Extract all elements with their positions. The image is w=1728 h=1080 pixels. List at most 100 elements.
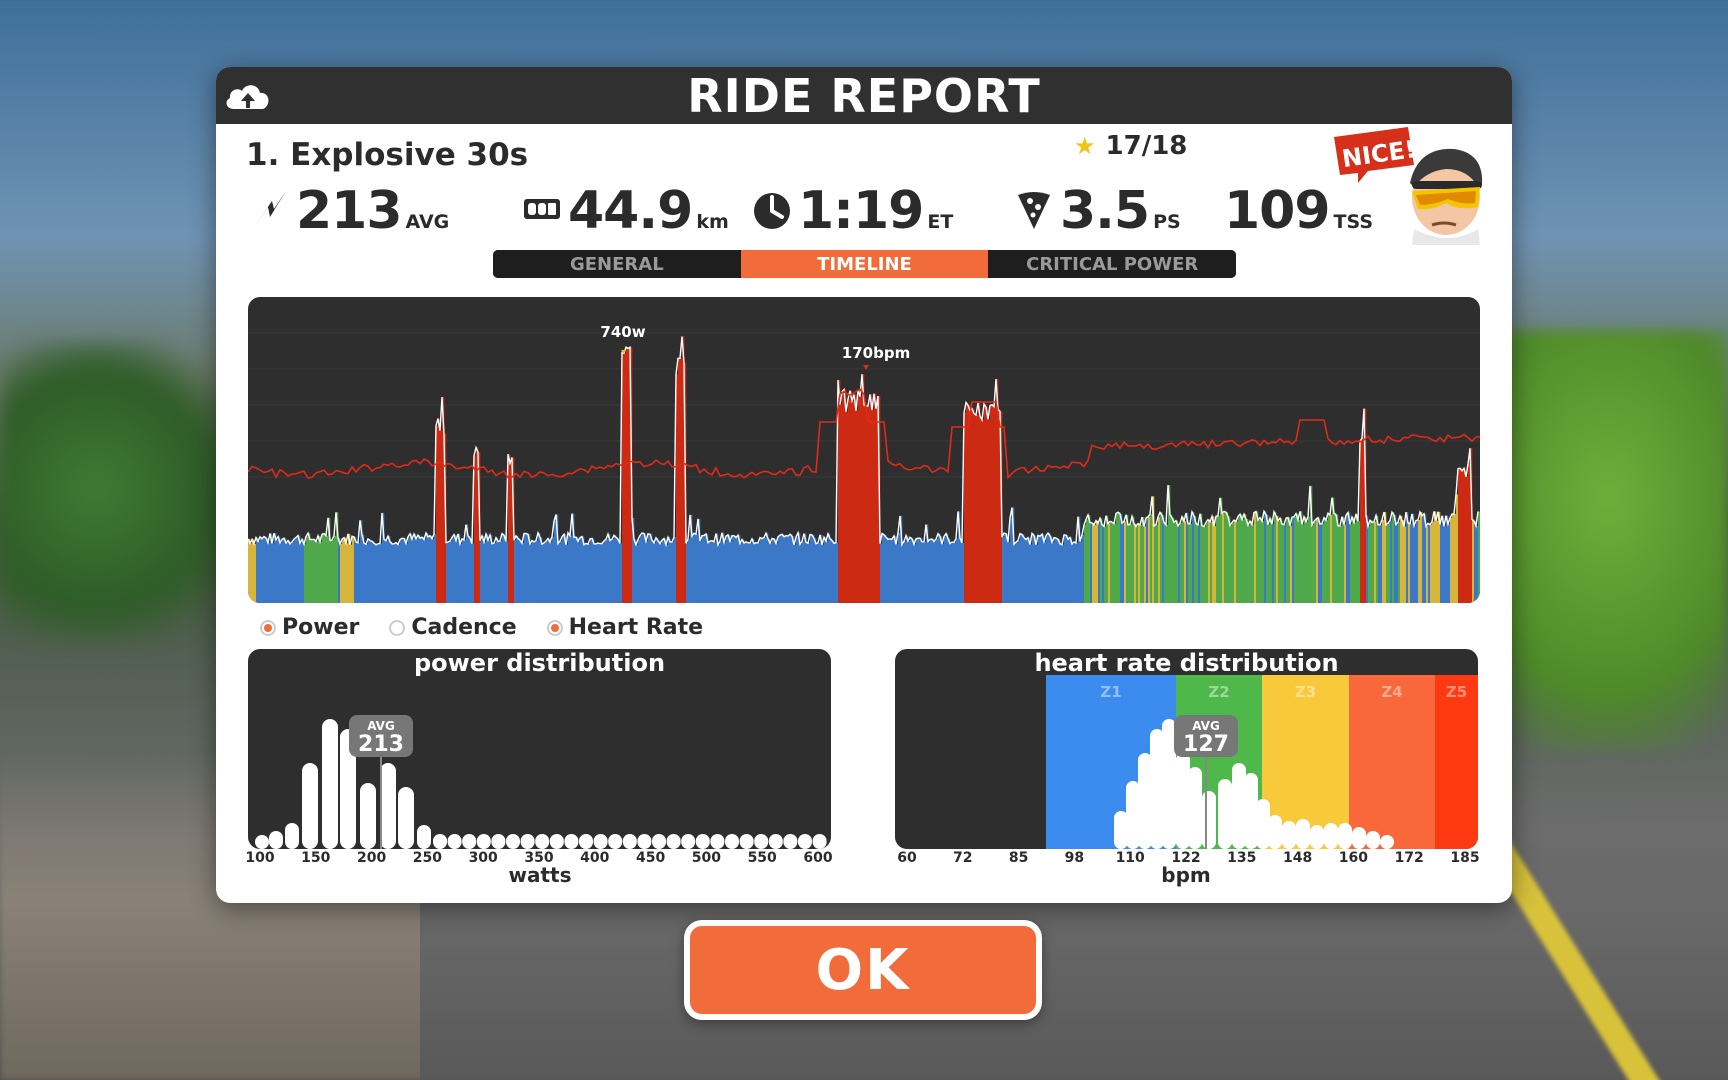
axis-tick: 250 bbox=[412, 850, 443, 866]
power-bar bbox=[1248, 525, 1251, 603]
power-bar bbox=[986, 407, 989, 603]
power-bar bbox=[304, 544, 307, 603]
power-bar bbox=[520, 540, 523, 603]
legend-heart-rate[interactable]: Heart Rate bbox=[546, 615, 703, 640]
power-bar bbox=[1282, 524, 1285, 603]
power-bar bbox=[1270, 518, 1273, 603]
power-bar bbox=[1284, 524, 1287, 603]
power-bar bbox=[428, 536, 431, 603]
power-bar bbox=[1002, 537, 1005, 603]
distribution-bar bbox=[1202, 791, 1216, 849]
power-bar bbox=[1004, 533, 1007, 603]
legend-power[interactable]: Power bbox=[260, 615, 359, 640]
power-bar bbox=[864, 405, 867, 603]
power-bar bbox=[1262, 521, 1265, 603]
axis-tick: 500 bbox=[691, 850, 722, 866]
chart-title: heart rate distribution bbox=[1034, 649, 1339, 677]
power-bar bbox=[680, 358, 683, 603]
stat-pizza-slices: 3.5 PS bbox=[1014, 175, 1181, 239]
power-toggle-radio[interactable] bbox=[260, 619, 276, 636]
power-bar bbox=[676, 374, 679, 603]
power-bar bbox=[396, 542, 399, 603]
power-bar bbox=[362, 534, 365, 603]
stat-unit: TSS bbox=[1333, 211, 1374, 233]
distribution-bar bbox=[1324, 823, 1338, 849]
power-bar bbox=[562, 536, 565, 603]
power-bar bbox=[1378, 524, 1381, 603]
tab-general[interactable]: GENERAL bbox=[493, 250, 741, 278]
power-bar bbox=[584, 544, 587, 603]
heart-rate-line bbox=[248, 388, 1480, 480]
axis-tick: 60 bbox=[897, 850, 917, 866]
power-bar bbox=[1474, 521, 1477, 603]
power-bar bbox=[740, 543, 743, 603]
power-bar bbox=[966, 402, 969, 603]
distribution-bar bbox=[1366, 831, 1380, 849]
distribution-bar bbox=[1150, 729, 1164, 849]
power-bar bbox=[1370, 520, 1373, 603]
heart-rate-toggle-radio[interactable] bbox=[546, 619, 563, 636]
power-bar bbox=[582, 536, 585, 603]
cadence-toggle-radio[interactable] bbox=[389, 619, 406, 636]
power-bar bbox=[1170, 514, 1173, 603]
hr-zone-band bbox=[1349, 675, 1435, 849]
ok-button[interactable]: OK bbox=[684, 920, 1042, 1020]
power-bar bbox=[758, 542, 761, 603]
power-bar bbox=[1366, 515, 1369, 603]
power-bar bbox=[1314, 521, 1317, 603]
rider-avatar-badge: NICE! bbox=[1334, 127, 1483, 245]
cloud-upload-icon[interactable] bbox=[222, 77, 274, 117]
power-bar bbox=[978, 403, 981, 603]
power-bar bbox=[492, 543, 495, 603]
legend-cadence[interactable]: Cadence bbox=[389, 615, 517, 640]
power-bar bbox=[1174, 522, 1177, 603]
chart-title: power distribution bbox=[413, 649, 666, 677]
power-bar bbox=[578, 541, 581, 603]
power-bar bbox=[666, 544, 669, 603]
power-bar bbox=[654, 542, 657, 603]
timeline-chart[interactable]: 740w 170bpm bbox=[248, 297, 1480, 603]
power-bar bbox=[322, 534, 325, 603]
power-bar bbox=[1024, 537, 1027, 603]
power-bar bbox=[638, 539, 641, 603]
power-bar bbox=[1018, 540, 1021, 603]
distribution-bar bbox=[622, 834, 637, 849]
power-bar bbox=[834, 543, 837, 603]
power-bar bbox=[602, 543, 605, 603]
power-bar bbox=[736, 537, 739, 603]
background-hedge bbox=[0, 340, 240, 640]
power-bar bbox=[274, 533, 277, 603]
distribution-bar bbox=[1176, 753, 1190, 849]
power-bar bbox=[432, 538, 435, 603]
power-bar bbox=[920, 538, 923, 603]
power-bar bbox=[1164, 522, 1167, 603]
peak-hr-label: 170bpm bbox=[842, 344, 910, 362]
distribution-bar bbox=[1244, 773, 1258, 849]
power-bar bbox=[254, 543, 257, 603]
power-bar bbox=[946, 533, 949, 603]
power-bar bbox=[962, 543, 965, 603]
power-bar bbox=[252, 539, 255, 603]
power-bar bbox=[634, 539, 637, 603]
power-bar bbox=[1318, 517, 1321, 603]
power-bar bbox=[748, 542, 751, 603]
tab-timeline[interactable]: TIMELINE bbox=[740, 250, 989, 278]
power-bar bbox=[1274, 511, 1277, 603]
power-bar bbox=[1306, 521, 1309, 603]
odometer-icon bbox=[524, 199, 560, 219]
power-bar bbox=[850, 390, 853, 603]
power-bar bbox=[828, 533, 831, 603]
power-bar bbox=[858, 390, 861, 603]
distribution-bar bbox=[491, 834, 506, 849]
power-bar bbox=[996, 379, 999, 603]
power-bar bbox=[600, 543, 603, 603]
power-bar bbox=[1428, 523, 1431, 603]
tab-critical-power[interactable]: CRITICAL POWER bbox=[988, 250, 1236, 278]
distribution-bar bbox=[1268, 815, 1282, 849]
power-bar bbox=[1180, 523, 1183, 603]
power-bar bbox=[1118, 512, 1121, 603]
power-bar bbox=[502, 533, 505, 603]
axis-tick: 200 bbox=[356, 850, 387, 866]
power-bar bbox=[1014, 544, 1017, 603]
power-bar bbox=[752, 538, 755, 603]
